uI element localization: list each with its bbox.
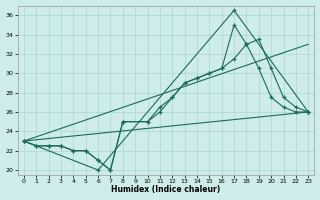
X-axis label: Humidex (Indice chaleur): Humidex (Indice chaleur) xyxy=(111,185,221,194)
